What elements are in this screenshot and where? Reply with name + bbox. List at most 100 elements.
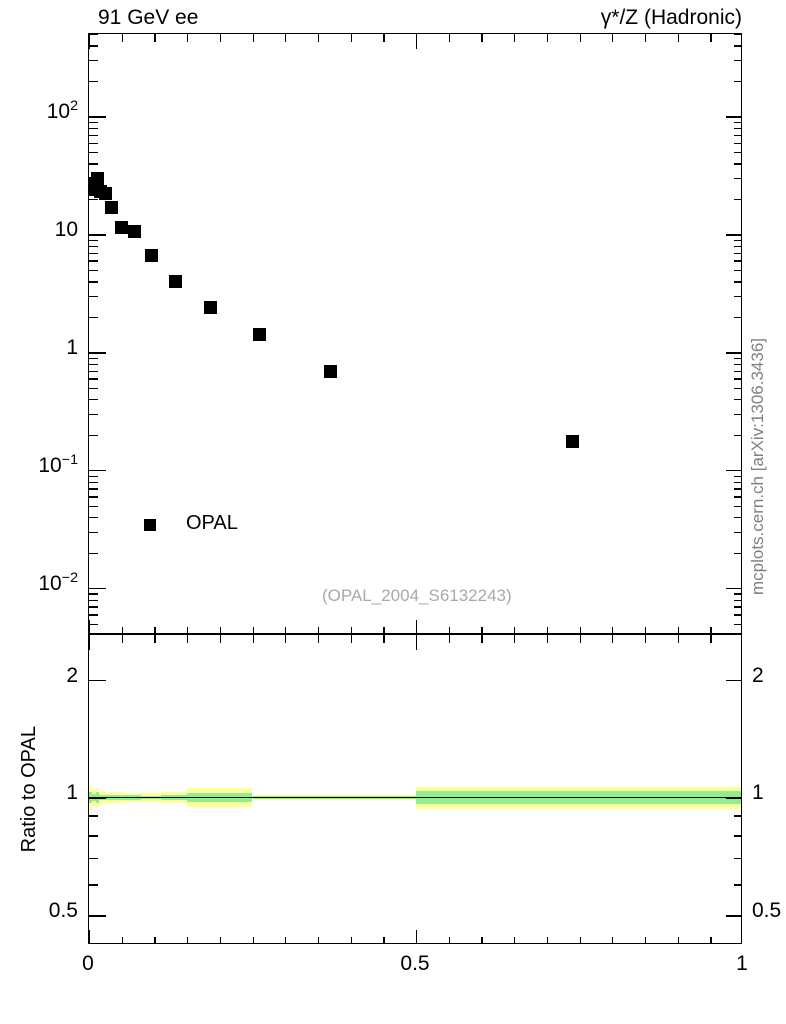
axis-tick [121, 34, 123, 42]
axis-tick [734, 34, 741, 36]
axis-tick [579, 635, 581, 643]
axis-tick [734, 269, 741, 272]
axis-tick [734, 260, 741, 262]
axis-tick [89, 316, 98, 319]
axis-tick [734, 370, 741, 372]
axis-tick [448, 627, 450, 633]
axis-tick [448, 635, 450, 643]
axis-tick [89, 142, 98, 144]
main-y-tick-label: 10−2 [38, 570, 78, 596]
x-tick-label: 0.5 [400, 952, 430, 975]
axis-tick [546, 627, 549, 633]
axis-tick [89, 45, 98, 47]
axis-tick [546, 937, 549, 943]
axis-tick [89, 593, 98, 595]
axis-tick [89, 635, 91, 650]
axis-tick [734, 835, 741, 837]
axis-tick [89, 295, 98, 298]
ratio-y-tick-label-right: 1 [752, 781, 764, 805]
main-y-tick-label: 10 [54, 218, 78, 242]
ratio-y-tick-label-left: 2 [66, 663, 78, 687]
mcplots-watermark: mcplots.cern.ch [arXiv:1306.3436] [748, 338, 767, 596]
axis-tick [89, 496, 98, 498]
legend-marker-opal [144, 519, 156, 531]
axis-tick [89, 34, 91, 49]
ratio-y-tick-label-left: 1 [66, 781, 78, 805]
axis-tick [734, 239, 741, 242]
data-point-marker [252, 327, 266, 341]
axis-tick [219, 627, 222, 633]
axis-tick [416, 930, 418, 943]
axis-tick [383, 937, 385, 943]
axis-tick [89, 378, 98, 380]
data-point-marker [115, 220, 129, 234]
axis-tick [89, 475, 98, 477]
axis-tick [252, 937, 254, 943]
axis-tick [448, 34, 450, 42]
axis-tick [89, 357, 98, 359]
axis-tick [734, 399, 741, 401]
axis-tick [89, 281, 98, 283]
axis-tick [187, 635, 189, 643]
axis-tick [734, 252, 741, 254]
axis-tick [89, 269, 98, 272]
axis-tick [89, 370, 98, 372]
axis-tick [734, 614, 741, 616]
x-tick-label: 1 [736, 952, 748, 975]
x-tick-label: 0 [82, 952, 94, 975]
axis-tick [734, 281, 741, 283]
data-point-marker [204, 300, 218, 314]
header-beam-label: 91 GeV ee [98, 6, 199, 29]
axis-tick [734, 475, 741, 477]
axis-tick [89, 245, 98, 248]
main-plot-area [89, 34, 741, 633]
data-point-marker [128, 225, 142, 239]
axis-tick [514, 34, 516, 42]
axis-tick [89, 60, 98, 62]
main-y-tick-label: 1 [66, 336, 78, 360]
data-point-marker [169, 274, 183, 288]
axis-tick [734, 45, 741, 47]
axis-tick [726, 234, 741, 236]
axis-tick [710, 937, 712, 943]
axis-tick [219, 34, 222, 42]
axis-tick [481, 627, 483, 633]
axis-tick [677, 635, 679, 643]
axis-tick [89, 34, 98, 36]
axis-tick [350, 937, 352, 943]
axis-tick [734, 606, 741, 608]
axis-tick [726, 116, 741, 118]
axis-tick [734, 60, 741, 62]
axis-tick [734, 378, 741, 380]
axis-tick [734, 127, 741, 130]
axis-tick [252, 34, 254, 42]
axis-tick [89, 599, 98, 601]
axis-tick [89, 413, 98, 416]
axis-tick [734, 134, 741, 136]
axis-tick [677, 34, 679, 42]
axis-tick [89, 552, 98, 554]
data-point-marker [98, 187, 112, 201]
axis-tick [579, 34, 581, 42]
axis-tick [734, 505, 741, 507]
analysis-id-watermark: (OPAL_2004_S6132243) [322, 586, 512, 605]
axis-tick [317, 635, 320, 643]
axis-tick [710, 635, 712, 643]
axis-tick [154, 627, 156, 633]
axis-tick [481, 937, 483, 943]
axis-tick [89, 884, 98, 886]
axis-tick [317, 627, 320, 633]
axis-tick [734, 316, 741, 319]
axis-tick [734, 599, 741, 601]
axis-tick [285, 937, 287, 943]
data-point-marker [566, 435, 580, 448]
axis-tick [89, 517, 98, 519]
axis-tick [710, 34, 712, 42]
axis-tick [734, 80, 741, 83]
axis-tick [219, 937, 222, 943]
axis-tick [187, 627, 189, 633]
axis-tick [734, 363, 741, 365]
axis-tick [89, 234, 106, 236]
axis-tick [89, 858, 98, 860]
